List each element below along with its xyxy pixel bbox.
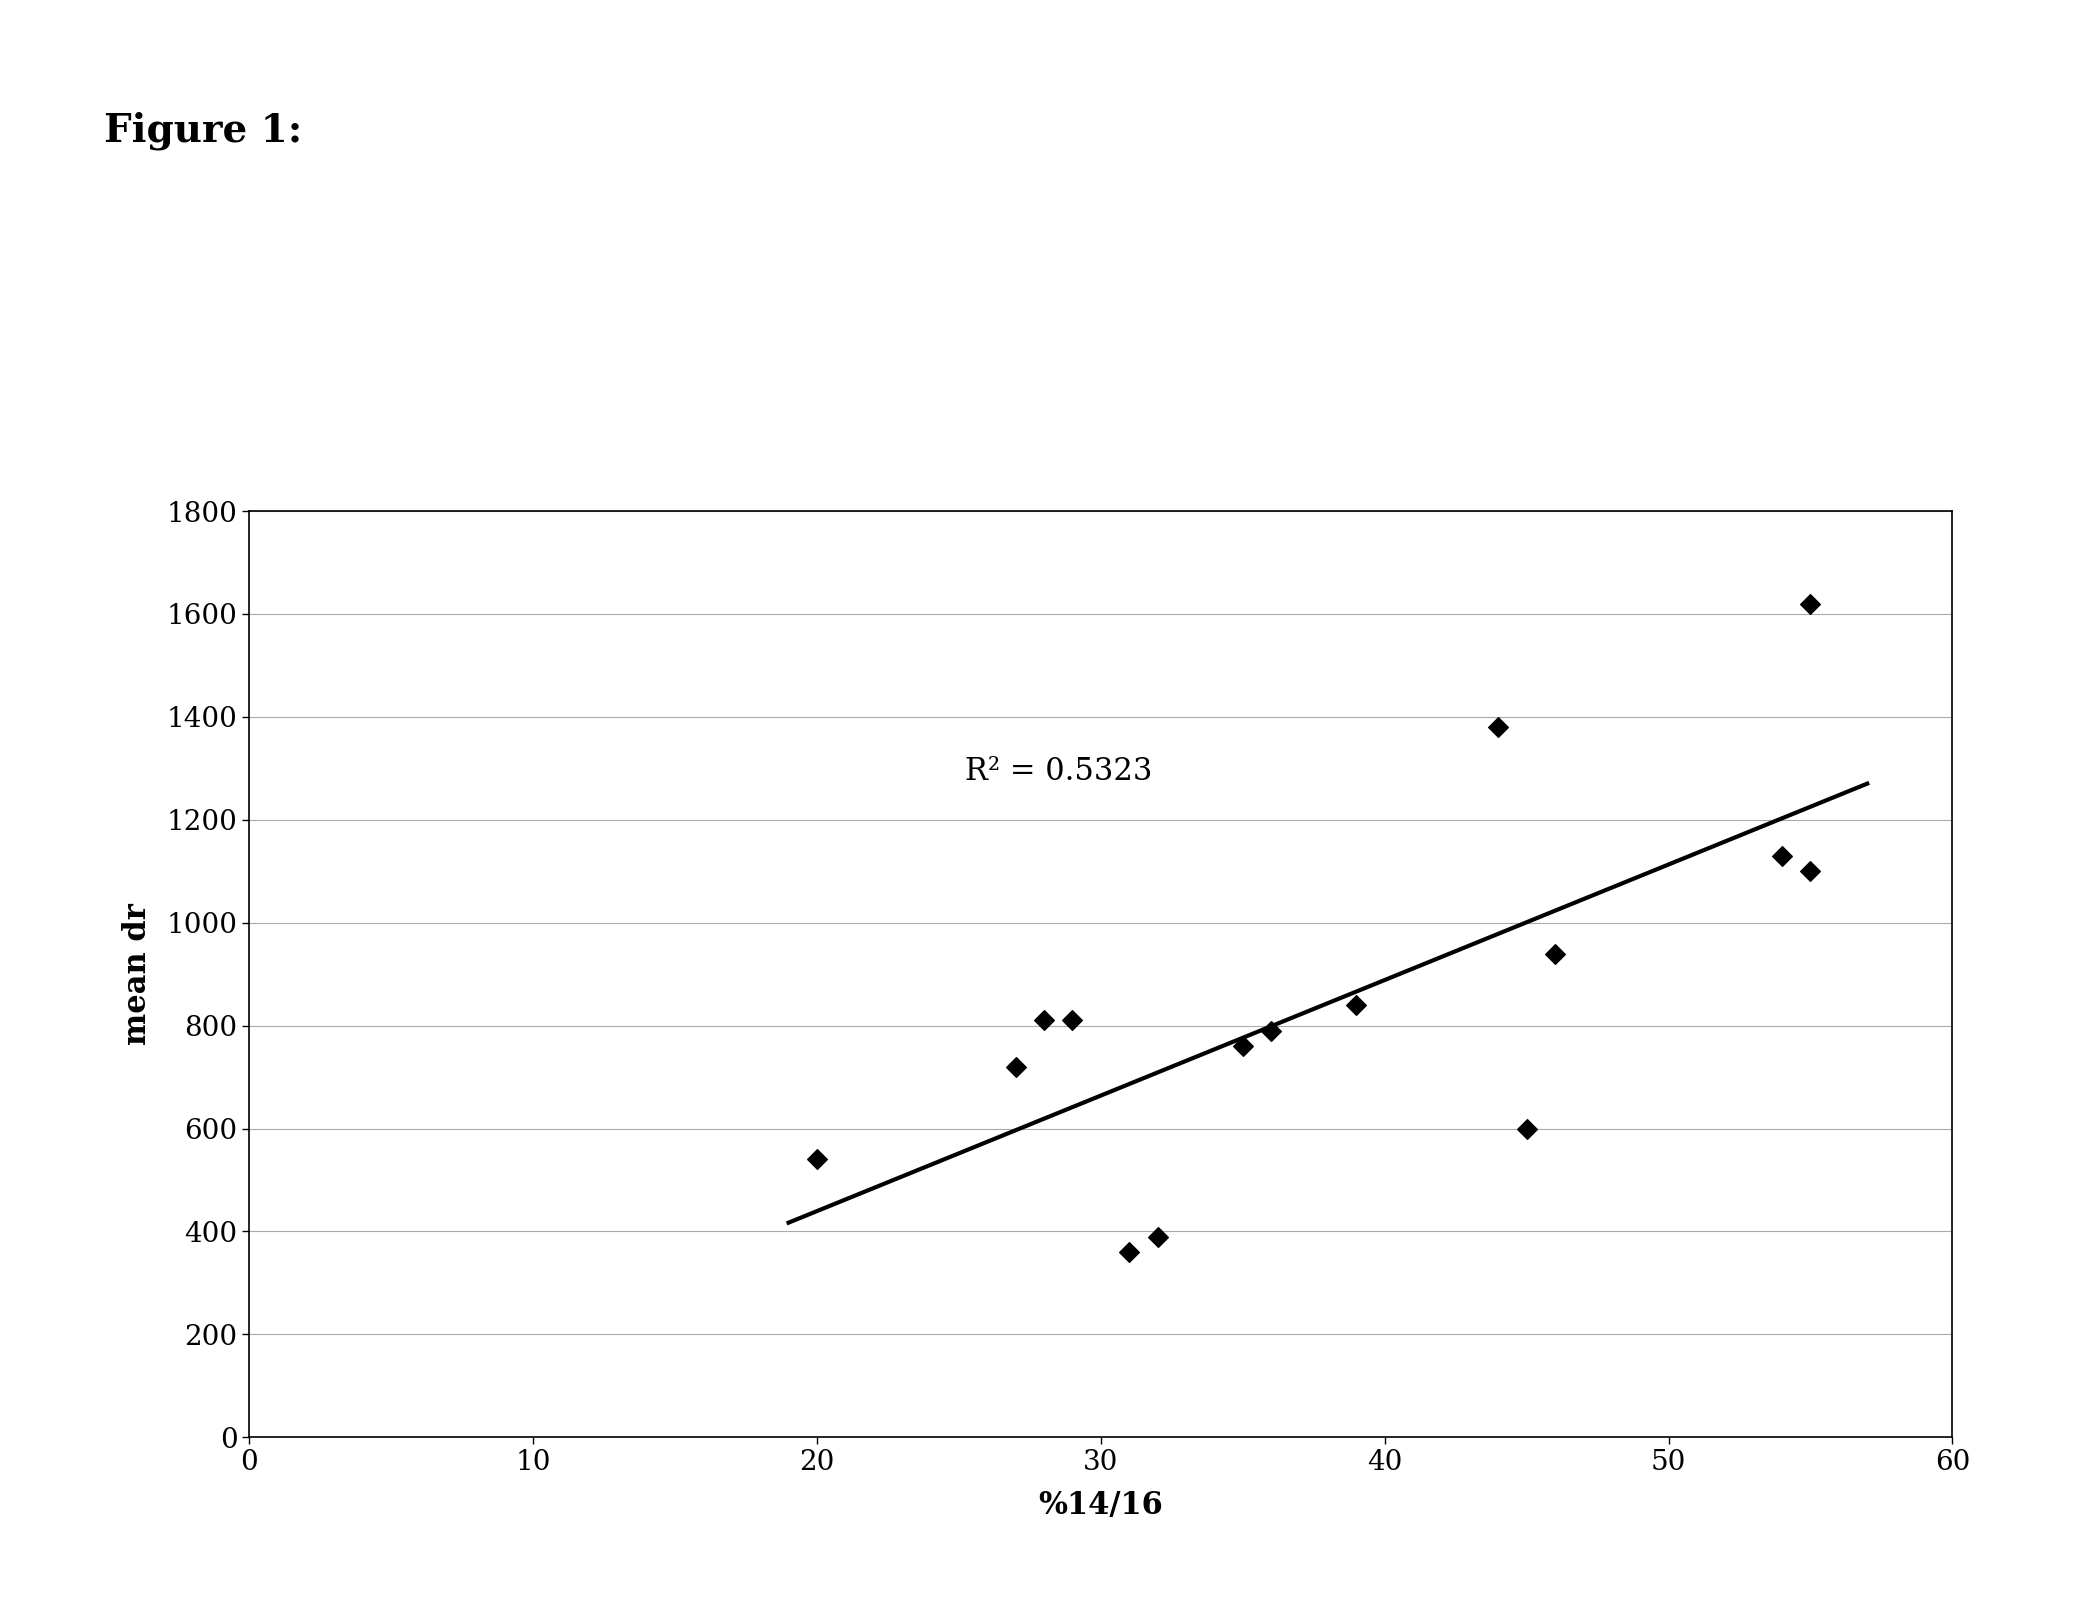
Text: R² = 0.5323: R² = 0.5323: [964, 755, 1153, 787]
Point: [1055, 1008, 1088, 1033]
Point: [1113, 1239, 1147, 1265]
Text: Figure 1:: Figure 1:: [104, 112, 301, 150]
Point: [999, 1054, 1032, 1080]
Point: [1225, 1033, 1259, 1059]
Point: [1510, 1116, 1543, 1142]
Point: [1028, 1008, 1061, 1033]
Y-axis label: mean dr: mean dr: [123, 904, 152, 1044]
Point: [1255, 1017, 1288, 1043]
Point: [1481, 714, 1514, 739]
Point: [800, 1147, 833, 1172]
Point: [1140, 1223, 1174, 1249]
Point: [1765, 843, 1799, 869]
X-axis label: %14/16: %14/16: [1038, 1490, 1163, 1520]
Point: [1539, 941, 1572, 966]
Point: [1795, 591, 1828, 616]
Point: [1795, 859, 1828, 885]
Point: [1340, 992, 1373, 1017]
